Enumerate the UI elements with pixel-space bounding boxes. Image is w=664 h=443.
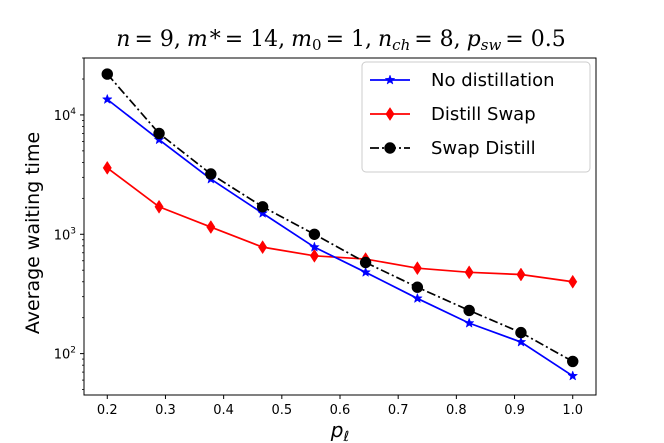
series-0-point: [308, 241, 320, 252]
series-0-point: [153, 133, 165, 145]
series-0-point: [515, 336, 527, 347]
x-axis-label: pℓ: [330, 418, 350, 443]
series-group: [101, 68, 579, 381]
y-tick-label: 103: [54, 226, 76, 243]
series-0-point: [463, 317, 475, 328]
series-2-point: [205, 168, 217, 180]
series-1-point: [206, 220, 216, 234]
legend-marker-0: [384, 74, 396, 85]
x-tick-label: 0.3: [155, 403, 176, 418]
legend-label-0: No distillation: [431, 70, 555, 91]
series-1-point: [102, 160, 112, 175]
y-tick-label: 102: [54, 346, 76, 363]
x-tick-label: 1.0: [562, 403, 583, 418]
y-axis-label: Average waiting time: [22, 132, 44, 334]
series-line-1: [106, 167, 573, 283]
legend-label-1: Distill Swap: [431, 104, 536, 125]
series-0-point: [257, 207, 269, 218]
series-2-point: [153, 127, 165, 140]
chart-title: n = 9, m* = 14, m0 = 1, nch = 8, psw = 0.5: [116, 27, 565, 54]
plot-frame: [83, 57, 597, 396]
x-tick-label: 0.2: [97, 403, 118, 418]
x-tick-label: 0.5: [271, 403, 292, 418]
x-tick-label: 0.7: [388, 403, 409, 418]
series-0-point: [360, 266, 372, 277]
series-line-2: [106, 73, 574, 363]
x-tick-label: 0.8: [446, 403, 467, 418]
series-2-point: [515, 326, 527, 339]
series-2-point: [256, 201, 269, 213]
series-2-point: [567, 355, 579, 368]
series-0-point: [567, 370, 579, 381]
series-line-0: [106, 98, 574, 377]
ticks: 0.2 0.3 0.4 0.5 0.6 0.7 0.8 0.9 1.0 102 103 104: [54, 57, 583, 418]
series-1-point: [309, 248, 319, 263]
series-1-point: [568, 274, 578, 289]
legend-marker-1: [385, 107, 395, 121]
x-tick-label: 0.4: [213, 403, 234, 418]
x-tick-label: 0.9: [504, 403, 525, 418]
series-2-point: [308, 228, 321, 240]
legend-marker-2: [384, 142, 396, 154]
series-2-point: [463, 304, 475, 317]
series-1-point: [464, 265, 474, 280]
series-2-point: [359, 256, 372, 269]
legend: No distillation Distill Swap Swap Distill: [361, 61, 591, 173]
series-1-point: [412, 261, 422, 276]
legend-box: [361, 61, 591, 173]
series-1-point: [154, 199, 164, 214]
legend-label-2: Swap Distill: [431, 138, 536, 159]
series-0-point: [101, 93, 113, 105]
series-2-point: [101, 68, 113, 80]
series-2-point: [411, 281, 424, 293]
x-tick-label: 0.6: [330, 403, 351, 418]
series-0-point: [411, 292, 423, 304]
series-1-point: [258, 240, 268, 255]
series-1-point: [516, 267, 526, 282]
y-tick-label: 104: [54, 107, 77, 124]
